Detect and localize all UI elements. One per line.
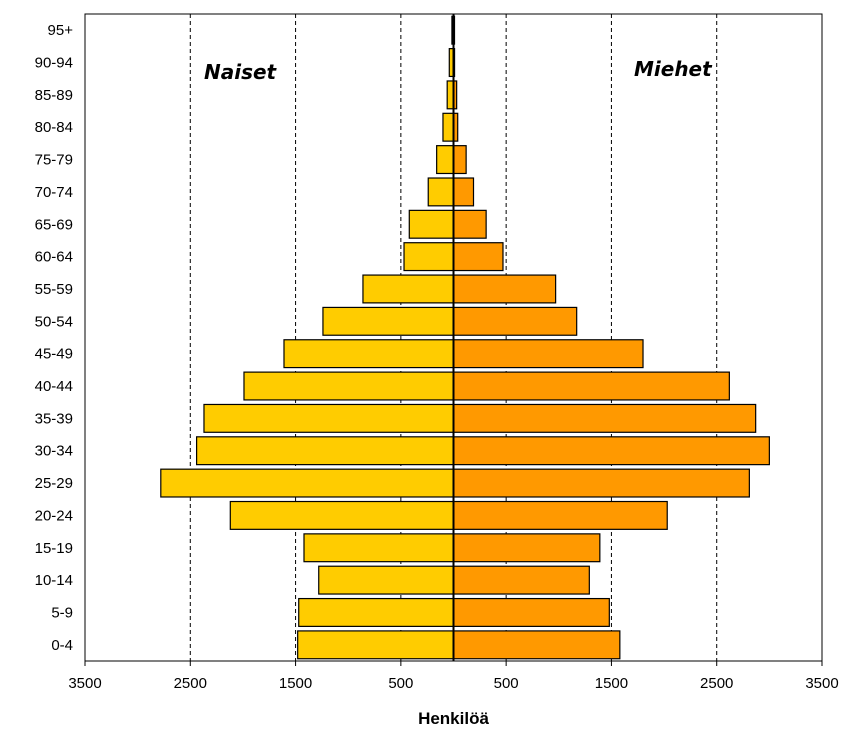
y-tick-label: 45-49	[35, 346, 73, 363]
bar-naiset-40-44	[243, 371, 455, 401]
bar-miehet-50-54	[452, 306, 578, 336]
bar-naiset-35-39	[203, 403, 455, 433]
bar-miehet-20-24	[452, 500, 668, 530]
bar-naiset-30-34	[196, 436, 455, 466]
y-tick-label: 15-19	[35, 540, 73, 557]
y-tick-label: 70-74	[35, 184, 73, 201]
bar-naiset-55-59	[362, 274, 455, 304]
x-tick-label: 1500	[595, 675, 628, 692]
bar-miehet-25-29	[452, 468, 750, 498]
plot-frame	[84, 13, 823, 662]
bar-miehet-30-34	[452, 436, 770, 466]
bar-naiset-75-79	[436, 145, 455, 175]
y-tick-label: 30-34	[35, 443, 73, 460]
y-tick-label: 0-4	[51, 637, 73, 654]
bar-miehet-75-79	[452, 145, 467, 175]
bar-miehet-45-49	[452, 339, 644, 369]
x-axis-title: Henkilöä	[418, 709, 489, 728]
y-tick-label: 65-69	[35, 216, 73, 233]
x-tick-label: 1500	[279, 675, 312, 692]
x-tick-label: 500	[388, 675, 413, 692]
bar-miehet-40-44	[452, 371, 730, 401]
y-tick-label: 20-24	[35, 507, 73, 524]
y-tick-label: 10-14	[35, 572, 73, 589]
y-tick-label: 55-59	[35, 281, 73, 298]
bar-naiset-60-64	[403, 242, 455, 272]
bar-miehet-60-64	[452, 242, 504, 272]
bar-naiset-45-49	[283, 339, 455, 369]
grid-lines	[189, 14, 718, 661]
y-tick-label: 40-44	[35, 378, 73, 395]
series-label-naiset: Naiset	[204, 60, 278, 84]
y-tick-label: 90-94	[35, 55, 73, 72]
bars	[160, 15, 770, 660]
bar-naiset-65-69	[408, 209, 455, 239]
x-tick-label: 500	[494, 675, 519, 692]
bar-miehet-0-4	[452, 630, 621, 660]
y-tick-label: 75-79	[35, 152, 73, 169]
bar-miehet-10-14	[452, 565, 590, 595]
x-tick-label: 3500	[68, 675, 101, 692]
bar-naiset-0-4	[297, 630, 455, 660]
bar-naiset-25-29	[160, 468, 455, 498]
y-tick-label: 95+	[48, 22, 74, 39]
y-tick-label: 50-54	[35, 313, 73, 330]
bar-naiset-15-19	[303, 533, 455, 563]
x-axis-tick-labels: 3500 2500 1500 500 500 1500 2500 3500	[68, 661, 839, 692]
y-tick-label: 80-84	[35, 119, 73, 136]
y-tick-label: 5-9	[51, 604, 73, 621]
bar-naiset-80-84	[442, 112, 455, 142]
y-tick-label: 60-64	[35, 249, 73, 266]
y-tick-label: 85-89	[35, 87, 73, 104]
bar-miehet-70-74	[452, 177, 475, 207]
y-axis-tick-labels: 0-4 5-9 10-14 15-19 20-24 25-29 30-34 35-39 40-4…	[35, 22, 74, 654]
bar-miehet-65-69	[452, 209, 487, 239]
series-label-miehet: Miehet	[634, 57, 713, 81]
x-tick-label: 2500	[174, 675, 207, 692]
bar-naiset-50-54	[322, 306, 455, 336]
x-tick-label: 3500	[805, 675, 838, 692]
y-tick-label: 35-39	[35, 410, 73, 427]
bar-naiset-70-74	[427, 177, 455, 207]
bar-miehet-15-19	[452, 533, 601, 563]
y-tick-label: 25-29	[35, 475, 73, 492]
bar-naiset-5-9	[298, 597, 455, 627]
bar-naiset-10-14	[318, 565, 455, 595]
bar-miehet-35-39	[452, 403, 757, 433]
bar-naiset-20-24	[229, 500, 455, 530]
bar-miehet-55-59	[452, 274, 557, 304]
x-tick-label: 2500	[700, 675, 733, 692]
bar-miehet-5-9	[452, 597, 610, 627]
